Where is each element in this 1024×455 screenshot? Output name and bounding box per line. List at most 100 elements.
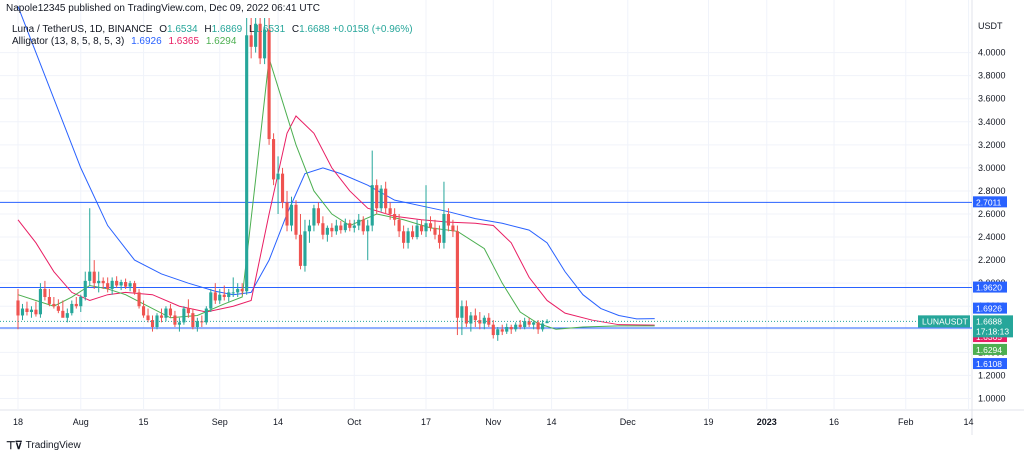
candle: [56, 299, 60, 314]
price-label: 1.6294: [973, 343, 1007, 355]
candle-body: [119, 282, 123, 286]
candle-body: [83, 280, 87, 298]
candle-body: [16, 300, 20, 316]
candle: [419, 219, 424, 235]
candle: [182, 306, 186, 325]
price-tick-label: 1.2000: [978, 370, 1006, 380]
candle-body: [415, 225, 419, 238]
high-label: H: [204, 24, 212, 35]
candle: [65, 308, 69, 323]
candle: [20, 303, 25, 321]
candle: [509, 324, 513, 334]
candle: [173, 310, 177, 327]
candle-body: [437, 234, 442, 243]
candle-body: [406, 231, 410, 243]
candle: [505, 323, 509, 334]
candle: [366, 219, 370, 261]
candle-body: [451, 225, 455, 232]
candle-body: [258, 23, 262, 59]
candle: [289, 196, 294, 232]
candle-body: [25, 308, 29, 312]
candle: [213, 283, 217, 304]
candle: [321, 216, 325, 240]
candle: [334, 219, 338, 235]
candle: [61, 300, 65, 318]
price-label-bg: [973, 343, 1007, 355]
candle-body: [316, 208, 320, 224]
candle: [393, 208, 397, 226]
candle-body: [307, 225, 312, 232]
candle: [240, 283, 244, 295]
candle: [124, 278, 128, 289]
candle: [415, 219, 419, 240]
candle: [532, 321, 536, 330]
candle-body: [168, 308, 173, 316]
candle: [343, 218, 347, 233]
candle: [231, 277, 235, 298]
candle-body: [518, 324, 522, 327]
candle-body: [101, 280, 105, 284]
price-tick-label: 4.0000: [978, 48, 1006, 58]
price-label-bg: [973, 358, 1007, 370]
candle-body: [56, 306, 60, 311]
candle-body: [285, 202, 289, 226]
candle: [115, 276, 119, 288]
candle-body: [164, 308, 168, 318]
brand-name[interactable]: TradingView: [25, 440, 81, 451]
symbol-name[interactable]: Luna / TetherUS, 1D, BINANCE: [12, 24, 153, 35]
candle: [47, 288, 51, 307]
candle-body: [361, 219, 365, 232]
price-tick-label: 2.2000: [978, 255, 1006, 265]
tradingview-logo-icon: ⊤⊽: [6, 440, 23, 452]
candle-body: [478, 320, 482, 324]
candle: [455, 225, 459, 336]
high-value: 1.6869: [211, 24, 243, 35]
candle: [379, 185, 383, 212]
lips-value: 1.6294: [205, 36, 237, 47]
last-price-text: 1.6688: [976, 316, 1002, 326]
candle: [146, 308, 150, 323]
candle-body: [500, 329, 504, 332]
alligator-jaw-line: [17, 6, 655, 320]
candle-body: [227, 292, 231, 298]
candle: [514, 322, 518, 332]
candle: [227, 288, 231, 302]
candle-body: [402, 231, 406, 243]
price-label-bg: [973, 302, 1007, 314]
candle-body: [375, 185, 379, 209]
candle-body: [150, 320, 155, 327]
candle-body: [370, 185, 374, 226]
open-label: O: [159, 24, 167, 35]
symbol-tag-text: LUNAUSDT: [922, 316, 968, 326]
time-tick-label: 17: [421, 417, 431, 427]
candle: [106, 277, 110, 293]
price-tick-label: 3.4000: [978, 117, 1006, 127]
candle-body: [348, 223, 352, 228]
candle-body: [249, 35, 253, 47]
open-value: 1.6534: [167, 24, 198, 35]
candle: [285, 190, 289, 232]
candle-body: [222, 294, 226, 298]
indicator-name[interactable]: Alligator (13, 8, 5, 8, 5, 3): [12, 36, 125, 47]
time-axis[interactable]: 18 Aug 15 Sep 14 Oct 17 Nov 14 Dec 19 2023 16 Feb 14: [13, 417, 974, 427]
candle-body: [303, 231, 307, 266]
candle-body: [469, 315, 473, 324]
candle-body: [330, 227, 334, 232]
price-tick-label: 3.0000: [978, 163, 1006, 173]
candle: [43, 280, 47, 301]
footer: ⊤⊽ TradingView: [6, 439, 81, 452]
candle: [245, 18, 249, 295]
candle-body: [254, 23, 258, 47]
candle: [218, 288, 222, 304]
price-label: 1.6108: [973, 358, 1007, 370]
price-label-text: 1.6926: [976, 304, 1002, 314]
price-label: 1.6926: [973, 302, 1007, 314]
candle: [88, 208, 92, 286]
time-tick-label: 15: [139, 417, 149, 427]
candle-body: [424, 223, 428, 232]
candle: [128, 280, 132, 292]
candle: [294, 200, 298, 240]
candle-body: [527, 321, 531, 325]
